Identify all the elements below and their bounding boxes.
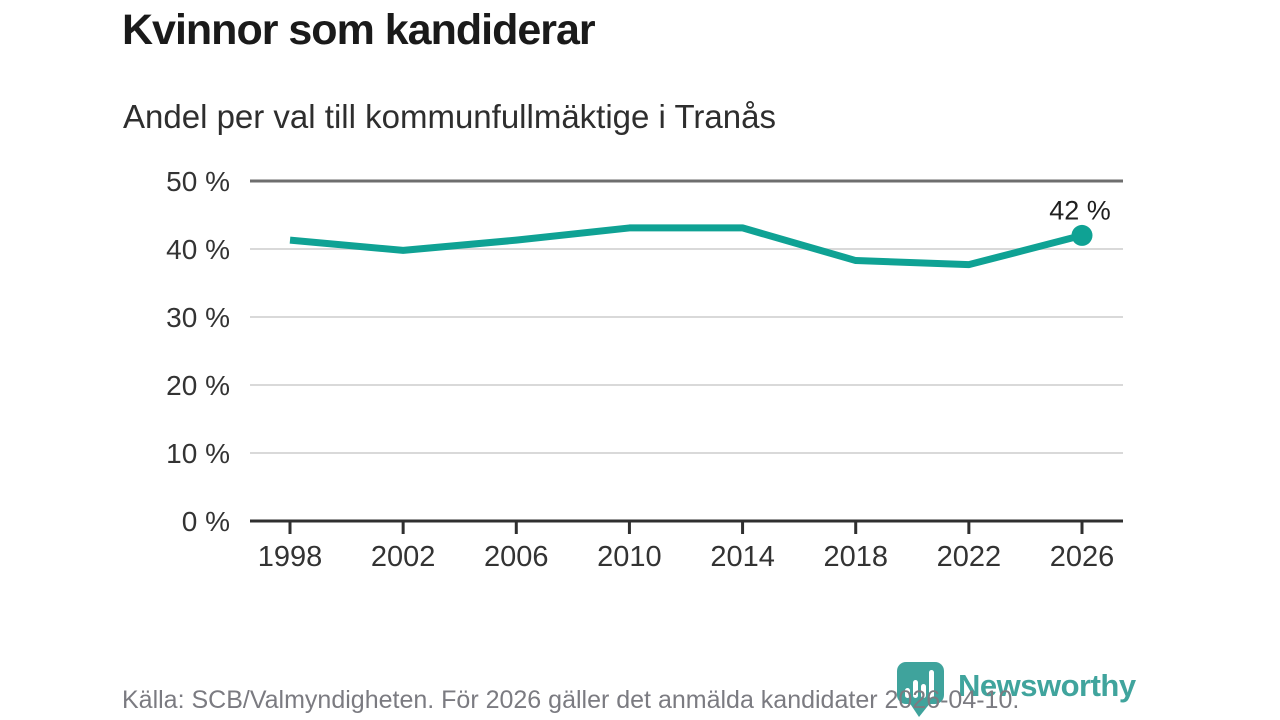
newsworthy-logo-text: Newsworthy bbox=[958, 668, 1136, 703]
y-axis-label: 30 % bbox=[166, 302, 230, 333]
x-axis-label: 2006 bbox=[484, 541, 549, 573]
x-axis-label: 2022 bbox=[937, 541, 1002, 573]
data-line bbox=[289, 224, 1083, 269]
x-axis-label: 2026 bbox=[1050, 541, 1115, 573]
x-axis-label: 2010 bbox=[597, 541, 662, 573]
y-axis-label: 20 % bbox=[166, 370, 230, 401]
page-title: Kvinnor som kandiderar bbox=[122, 6, 596, 54]
end-point-label: 42 % bbox=[1049, 195, 1111, 225]
y-axis-label: 10 % bbox=[166, 438, 230, 469]
bar-chart-pin-icon bbox=[897, 662, 944, 717]
newsworthy-logo bbox=[897, 662, 949, 720]
x-axis-label: 1998 bbox=[258, 541, 323, 573]
source-note: Källa: SCB/Valmyndigheten. För 2026 gäll… bbox=[122, 686, 1020, 714]
x-axis-label: 2018 bbox=[823, 541, 888, 573]
x-axis-label: 2014 bbox=[710, 541, 775, 573]
y-axis-label: 0 % bbox=[182, 506, 230, 537]
end-point-marker bbox=[1071, 224, 1093, 246]
x-axis-label: 2002 bbox=[371, 541, 436, 573]
chart-subtitle: Andel per val till kommunfullmäktige i T… bbox=[123, 98, 776, 135]
y-axis-label: 40 % bbox=[166, 234, 230, 265]
y-axis-label: 50 % bbox=[166, 166, 230, 197]
